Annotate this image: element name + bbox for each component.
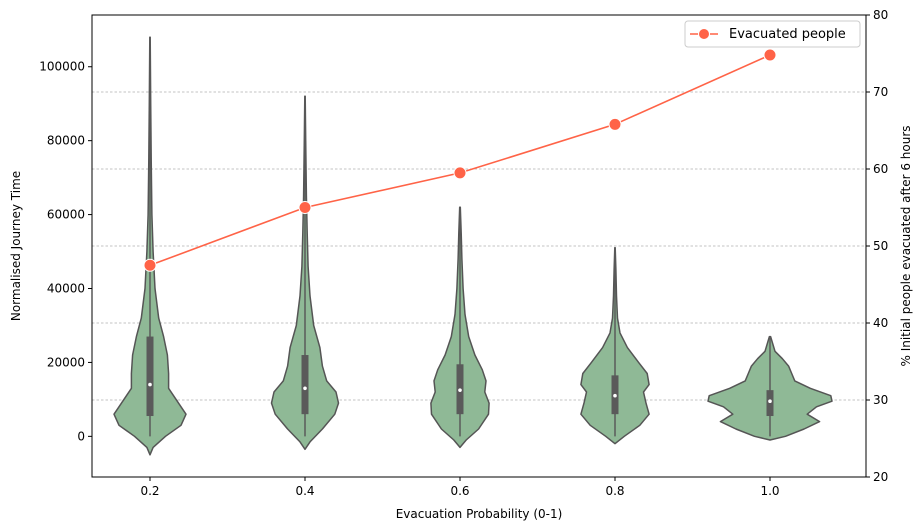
left-tick-label: 60000 xyxy=(47,208,85,222)
violin-median xyxy=(458,388,462,392)
right-tick-label: 20 xyxy=(873,470,888,484)
violin-median xyxy=(148,382,152,387)
violin-iqr-box xyxy=(766,390,774,417)
left-tick-label: 80000 xyxy=(47,134,85,148)
left-tick-label: 0 xyxy=(77,429,85,443)
x-tick-label: 0.2 xyxy=(140,484,159,498)
evacuated-point-0.2 xyxy=(143,258,157,272)
legend-box xyxy=(684,20,861,48)
legend-label: Evacuated people xyxy=(729,27,846,42)
left-y-axis-label: Normalised Journey Time xyxy=(9,171,23,321)
evacuated-point-0.6 xyxy=(453,166,467,180)
violins xyxy=(113,36,833,456)
grid-lines xyxy=(92,91,866,401)
right-tick-label: 70 xyxy=(873,85,888,99)
right-tick-label: 40 xyxy=(873,316,888,330)
right-y-axis-label: % Initial people evacuated after 6 hours xyxy=(899,125,913,366)
x-tick-label: 0.4 xyxy=(295,484,314,498)
right-y-axis: 20 30 40 50 60 70 80 xyxy=(866,8,888,484)
right-tick-label: 80 xyxy=(873,8,888,22)
evacuated-point-0.4 xyxy=(298,201,312,214)
legend: Evacuated people xyxy=(684,20,861,48)
right-tick-label: 60 xyxy=(873,162,888,176)
violin-median xyxy=(613,393,617,398)
x-axis-label: Evacuation Probability (0-1) xyxy=(396,507,563,521)
violin-iqr-box xyxy=(146,336,154,417)
left-tick-label: 20000 xyxy=(47,355,85,369)
evacuated-point-0.8 xyxy=(608,117,622,131)
legend-marker-swatch xyxy=(698,28,710,40)
x-tick-label: 1.0 xyxy=(760,484,779,498)
violin-iqr-box xyxy=(301,355,309,415)
left-tick-label: 40000 xyxy=(47,282,85,296)
x-tick-label: 0.6 xyxy=(450,484,469,498)
evacuated-people-series xyxy=(143,48,777,272)
evacuated-point-1.0 xyxy=(763,48,777,62)
violin-median xyxy=(303,386,307,391)
right-tick-label: 30 xyxy=(873,393,888,407)
x-axis: 0.2 0.4 0.6 0.8 1.0 xyxy=(140,477,780,498)
x-tick-label: 0.8 xyxy=(605,484,624,498)
left-y-axis: 0 20000 40000 60000 80000 100000 xyxy=(39,60,92,443)
violin-median xyxy=(768,399,772,404)
right-tick-label: 50 xyxy=(873,239,888,253)
left-tick-label: 100000 xyxy=(39,60,85,74)
